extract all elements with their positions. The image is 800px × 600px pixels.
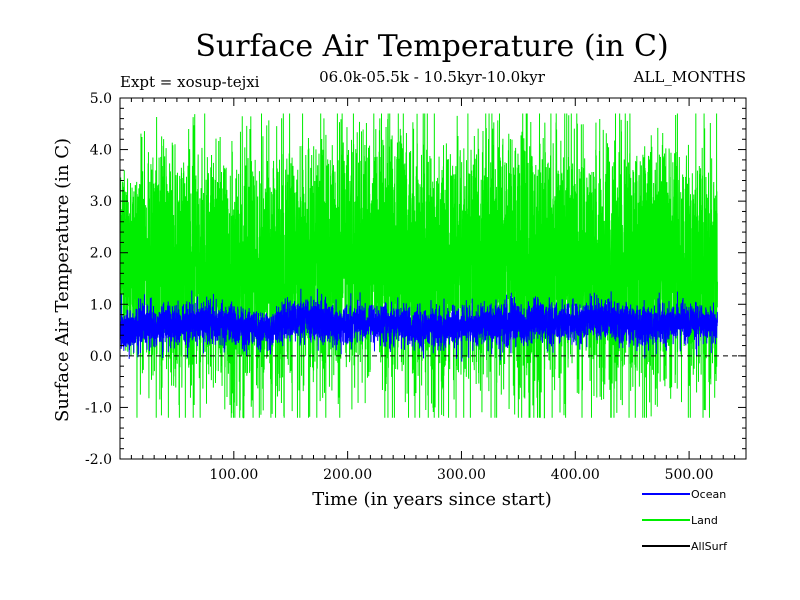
y-tick-label: 3.0 xyxy=(90,194,112,210)
x-tick-label: 100.00 xyxy=(209,467,258,483)
x-tick-label: 500.00 xyxy=(665,467,714,483)
season-label: ALL_MONTHS xyxy=(633,68,746,86)
legend-label-allsurf: AllSurf xyxy=(691,540,728,553)
plot-area xyxy=(119,97,747,460)
experiment-label: Expt = xosup-tejxi xyxy=(120,73,260,91)
x-tick-label: 400.00 xyxy=(551,467,600,483)
y-tick-label: 5.0 xyxy=(90,91,112,107)
x-axis-label: Time (in years since start) xyxy=(312,489,552,510)
x-axis: 100.00 200.00 300.00 400.00 500.00 xyxy=(119,98,747,483)
legend: Ocean Land AllSurf xyxy=(642,488,728,553)
x-tick-label: 300.00 xyxy=(437,467,486,483)
chart-title: Surface Air Temperature (in C) xyxy=(195,29,668,64)
x-tick-label: 200.00 xyxy=(323,467,372,483)
y-tick-label: -1.0 xyxy=(85,400,112,416)
y-tick-label: 1.0 xyxy=(90,297,112,313)
plot-frame xyxy=(119,97,747,460)
y-tick-label: 2.0 xyxy=(90,246,112,262)
legend-label-land: Land xyxy=(691,514,718,527)
series-land xyxy=(120,113,718,419)
y-tick-label: 0.0 xyxy=(90,349,112,365)
y-tick-label: 4.0 xyxy=(90,143,112,159)
y-tick-label: -2.0 xyxy=(85,452,112,468)
y-axis-label: Surface Air Temperature (in C) xyxy=(52,138,73,422)
series-ocean xyxy=(120,288,718,362)
y-axis: -2.0 -1.0 0.0 1.0 2.0 3.0 4.0 5.0 xyxy=(85,91,746,468)
legend-label-ocean: Ocean xyxy=(691,488,726,501)
chart-subtitle: 06.0k-05.5k - 10.5kyr-10.0kyr xyxy=(319,68,546,86)
